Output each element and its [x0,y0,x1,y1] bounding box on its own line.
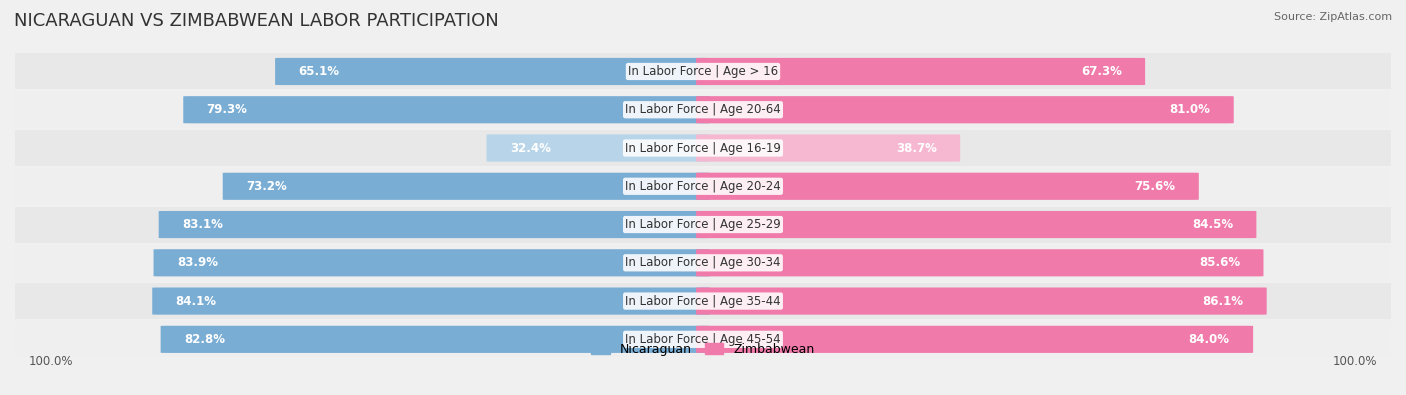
Bar [15,245,1391,281]
Text: NICARAGUAN VS ZIMBABWEAN LABOR PARTICIPATION: NICARAGUAN VS ZIMBABWEAN LABOR PARTICIPA… [14,12,499,30]
Text: 75.6%: 75.6% [1135,180,1175,193]
Text: 79.3%: 79.3% [207,103,247,116]
FancyBboxPatch shape [696,288,1267,315]
Text: 100.0%: 100.0% [28,355,73,368]
FancyBboxPatch shape [696,249,1264,276]
FancyBboxPatch shape [696,173,1199,200]
Bar [15,207,1391,243]
Text: 83.1%: 83.1% [183,218,224,231]
FancyBboxPatch shape [183,96,710,123]
Text: 84.1%: 84.1% [176,295,217,308]
FancyBboxPatch shape [696,96,1233,123]
Text: In Labor Force | Age 25-29: In Labor Force | Age 25-29 [626,218,780,231]
Text: In Labor Force | Age 30-34: In Labor Force | Age 30-34 [626,256,780,269]
Text: In Labor Force | Age 45-54: In Labor Force | Age 45-54 [626,333,780,346]
FancyBboxPatch shape [160,326,710,353]
FancyBboxPatch shape [153,249,710,276]
Bar [15,322,1391,357]
Text: 85.6%: 85.6% [1199,256,1240,269]
Text: 86.1%: 86.1% [1202,295,1243,308]
FancyBboxPatch shape [276,58,710,85]
Bar [15,283,1391,319]
Text: In Labor Force | Age 35-44: In Labor Force | Age 35-44 [626,295,780,308]
Text: Source: ZipAtlas.com: Source: ZipAtlas.com [1274,12,1392,22]
Bar [15,53,1391,89]
Bar [15,92,1391,128]
Bar [15,130,1391,166]
Text: In Labor Force | Age 16-19: In Labor Force | Age 16-19 [626,141,780,154]
FancyBboxPatch shape [152,288,710,315]
Text: 38.7%: 38.7% [896,141,936,154]
Text: 81.0%: 81.0% [1170,103,1211,116]
Text: 73.2%: 73.2% [246,180,287,193]
FancyBboxPatch shape [159,211,710,238]
Text: 84.5%: 84.5% [1192,218,1233,231]
Text: 84.0%: 84.0% [1188,333,1230,346]
Text: 83.9%: 83.9% [177,256,218,269]
FancyBboxPatch shape [696,58,1144,85]
FancyBboxPatch shape [696,134,960,162]
FancyBboxPatch shape [486,134,710,162]
Text: 65.1%: 65.1% [298,65,339,78]
Text: In Labor Force | Age > 16: In Labor Force | Age > 16 [628,65,778,78]
FancyBboxPatch shape [696,211,1257,238]
FancyBboxPatch shape [696,326,1253,353]
FancyBboxPatch shape [222,173,710,200]
Text: 67.3%: 67.3% [1081,65,1122,78]
Bar [15,168,1391,204]
Text: 82.8%: 82.8% [184,333,225,346]
Text: 100.0%: 100.0% [1333,355,1378,368]
Text: In Labor Force | Age 20-24: In Labor Force | Age 20-24 [626,180,780,193]
Legend: Nicaraguan, Zimbabwean: Nicaraguan, Zimbabwean [586,338,820,361]
Text: 32.4%: 32.4% [510,141,551,154]
Text: In Labor Force | Age 20-64: In Labor Force | Age 20-64 [626,103,780,116]
